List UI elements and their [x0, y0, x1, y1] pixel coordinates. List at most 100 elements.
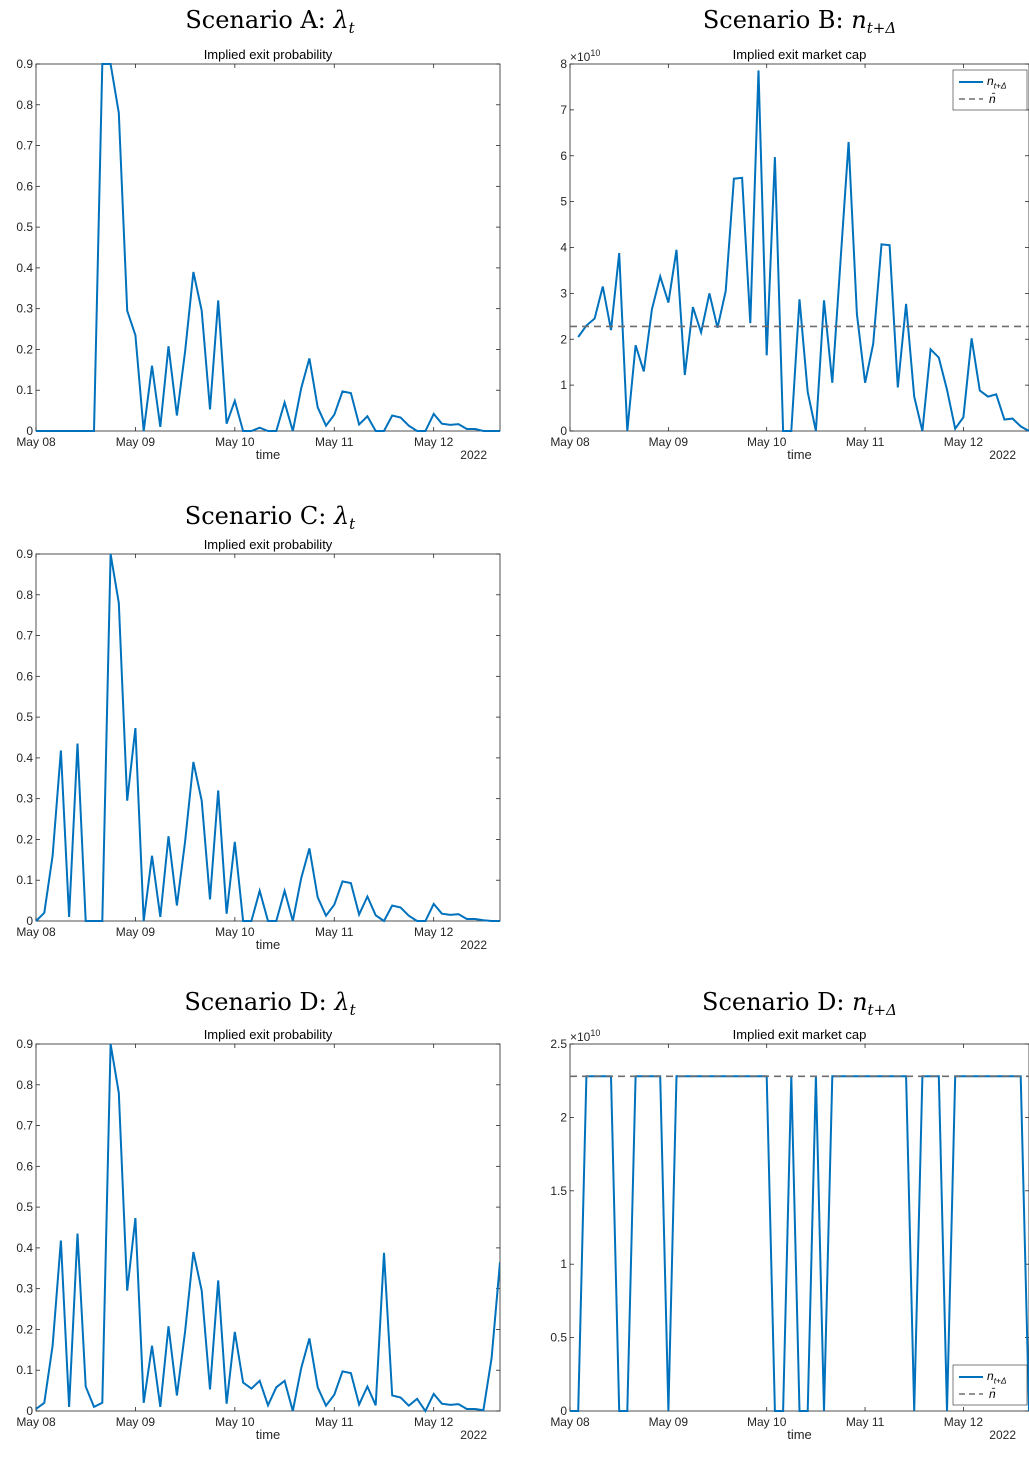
- x-axis-label: time: [787, 1427, 812, 1442]
- title-main: Scenario A:: [185, 6, 334, 34]
- x-tick-label: May 11: [846, 435, 885, 449]
- y-tick-label: 8: [560, 57, 567, 71]
- x-tick-label: May 12: [944, 1415, 984, 1429]
- y-tick-label: 0: [26, 914, 33, 928]
- x-tick-label: May 09: [116, 435, 156, 449]
- y-tick-label: 0.2: [16, 832, 33, 846]
- y-tick-label: 0.2: [16, 1322, 33, 1336]
- y-tick-label: 0.3: [16, 792, 33, 806]
- y-tick-label: 6: [560, 149, 567, 163]
- title-main: Scenario D:: [702, 988, 853, 1016]
- y-tick-label: 2: [560, 332, 567, 346]
- y-tick-label: 0.9: [16, 1037, 33, 1051]
- y-tick-label: 5: [560, 195, 567, 209]
- legend-label-mean: n̄: [989, 1387, 996, 1401]
- legend-label-mean: n̄: [989, 92, 996, 106]
- x-tick-label: May 10: [215, 925, 255, 939]
- series-line: [36, 1043, 500, 1413]
- y-tick-label: 0.3: [16, 302, 33, 316]
- y-tick-label: 0.5: [16, 1200, 33, 1214]
- y-tick-label: 0.5: [16, 220, 33, 234]
- x-tick-label: May 09: [649, 1415, 689, 1429]
- title-symbol: n: [851, 6, 867, 34]
- y-tick-label: 0.8: [16, 98, 33, 112]
- axes-box: [569, 1043, 1029, 1412]
- y-tick-label: 0.7: [16, 1119, 33, 1133]
- chart-title: Scenario D: λt: [40, 988, 500, 1019]
- x-tick-label: May 09: [116, 1415, 156, 1429]
- chart-subtitle: Implied exit probability: [203, 47, 333, 62]
- y-tick-label: 2.5: [550, 1037, 567, 1051]
- title-main: Scenario C:: [184, 502, 334, 530]
- y-tick-label: 0.1: [16, 383, 33, 397]
- y-tick-label: 0: [560, 1404, 567, 1418]
- x-tick-label: May 10: [215, 435, 255, 449]
- y-tick-label: 2: [560, 1110, 567, 1124]
- y-tick-label: 0.7: [16, 139, 33, 153]
- y-tick-label: 0.3: [16, 1282, 33, 1296]
- chart-title: Scenario A: λt: [40, 6, 500, 37]
- chart-subtitle: Implied exit probability: [203, 1027, 333, 1042]
- title-symbol: λ: [333, 502, 350, 530]
- chart-2: 0 0.1 0.2 0.3 0.4 0.5 0.6 0.7 0.8 0.9 May 08 May 09…: [16, 547, 501, 952]
- axes-box: [35, 1043, 501, 1412]
- x-tick-label: May 11: [315, 435, 354, 449]
- x-tick-label: May 12: [944, 435, 984, 449]
- title-subscript: t+Δ: [867, 1001, 897, 1019]
- legend-label-series: nt+Δ: [987, 74, 1007, 91]
- chart-title: Scenario C: λt: [40, 502, 500, 533]
- x-year-label: 2022: [989, 448, 1016, 462]
- title-main: Scenario D:: [184, 988, 335, 1016]
- x-tick-label: May 09: [649, 435, 689, 449]
- x-tick-label: May 09: [116, 925, 156, 939]
- y-tick-label: 3: [560, 286, 567, 300]
- x-tick-label: May 08: [16, 435, 56, 449]
- x-axis-label: time: [787, 447, 812, 462]
- series-line: [36, 63, 500, 432]
- y-tick-label: 1: [560, 378, 567, 392]
- title-symbol: λ: [334, 988, 350, 1016]
- title-main: Scenario B:: [702, 6, 852, 34]
- y-tick-label: 0.2: [16, 342, 33, 356]
- y-tick-label: 0.6: [16, 179, 33, 193]
- series-line: [36, 553, 500, 923]
- x-tick-label: May 10: [747, 1415, 787, 1429]
- title-subscript: t: [349, 1001, 356, 1019]
- chart-1: 0 1 2 3 4 5 6 7 8 May 08 May 09 May 10 May 11 May 12 t…: [550, 48, 1029, 462]
- x-tick-label: May 08: [550, 1415, 590, 1429]
- chart-title: Scenario B: nt+Δ: [570, 6, 1029, 37]
- y-tick-label: 0.1: [16, 1363, 33, 1377]
- y-tick-label: 0.1: [16, 873, 33, 887]
- x-year-label: 2022: [460, 448, 487, 462]
- x-tick-label: May 12: [414, 435, 454, 449]
- y-tick-label: 0.6: [16, 669, 33, 683]
- legend-label-series: nt+Δ: [987, 1369, 1007, 1386]
- x-axis-label: time: [256, 447, 281, 462]
- y-tick-label: 0.5: [16, 710, 33, 724]
- title-symbol: λ: [333, 6, 349, 34]
- x-tick-label: May 10: [747, 435, 787, 449]
- x-tick-label: May 10: [215, 1415, 255, 1429]
- y-tick-label: 1: [560, 1257, 567, 1271]
- y-tick-label: 0.4: [16, 1241, 33, 1255]
- y-tick-label: 4: [560, 241, 567, 255]
- legend-box: [952, 1364, 1028, 1406]
- chart-subtitle: Implied exit market cap: [732, 47, 867, 62]
- y-tick-label: 0.9: [16, 547, 33, 561]
- y-tick-label: 0: [560, 424, 567, 438]
- y-tick-label: 0: [26, 424, 33, 438]
- title-subscript: t+Δ: [866, 19, 897, 37]
- chart-subtitle: Implied exit market cap: [732, 1027, 867, 1042]
- x-tick-label: May 11: [315, 1415, 354, 1429]
- x-year-label: 2022: [460, 938, 487, 952]
- title-symbol: n: [852, 988, 868, 1016]
- x-tick-label: May 12: [414, 925, 454, 939]
- axes-box: [35, 553, 501, 922]
- legend-box: [952, 69, 1028, 111]
- chart-subtitle: Implied exit probability: [203, 537, 333, 552]
- x-tick-label: May 08: [550, 435, 590, 449]
- axes-box: [569, 63, 1029, 432]
- chart-0: 0 0.1 0.2 0.3 0.4 0.5 0.6 0.7 0.8 0.9 May 08 May 09…: [16, 57, 501, 462]
- series-line: [577, 70, 1029, 432]
- y-tick-label: 0.7: [16, 629, 33, 643]
